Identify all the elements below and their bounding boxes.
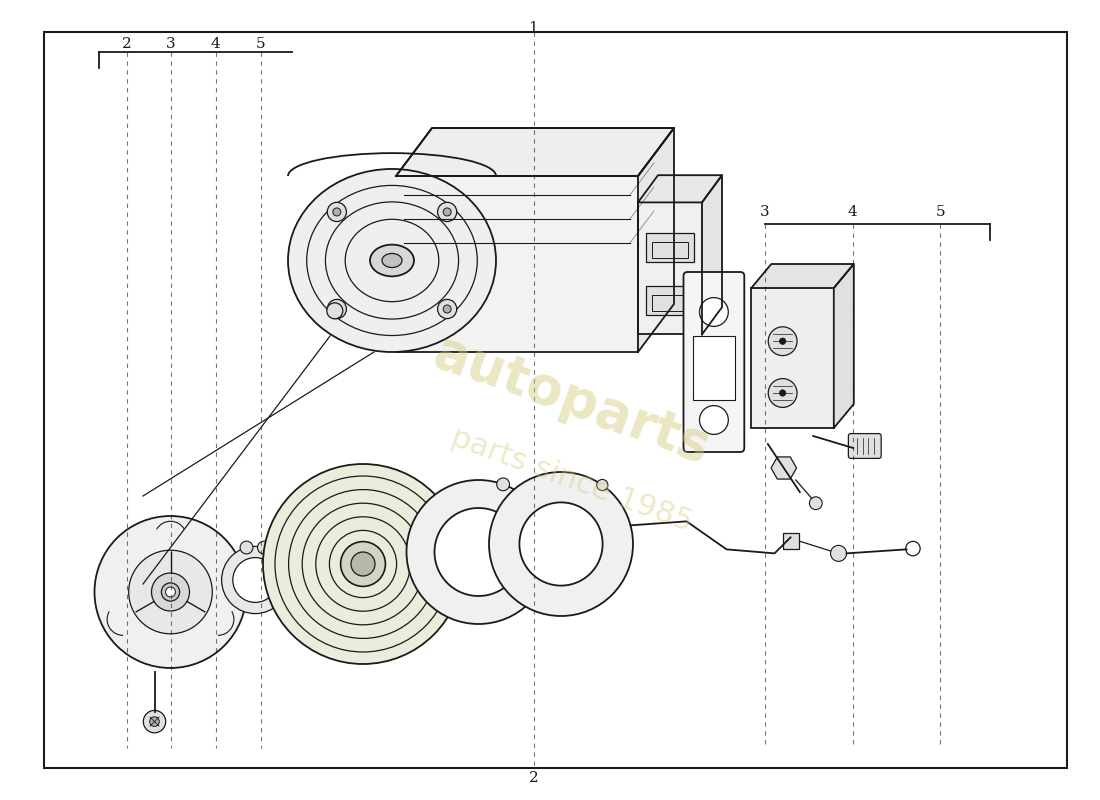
Bar — [782, 534, 799, 550]
Circle shape — [327, 202, 346, 222]
Text: 4: 4 — [848, 205, 857, 219]
Circle shape — [700, 406, 728, 434]
FancyBboxPatch shape — [848, 434, 881, 458]
Ellipse shape — [370, 245, 414, 276]
Text: 2: 2 — [122, 37, 131, 51]
Circle shape — [257, 541, 271, 554]
Circle shape — [490, 472, 632, 616]
Circle shape — [327, 299, 346, 318]
Circle shape — [700, 338, 728, 366]
Bar — [652, 294, 688, 310]
Circle shape — [152, 573, 189, 611]
Text: 3: 3 — [166, 37, 175, 51]
Text: 1: 1 — [529, 21, 538, 35]
Bar — [646, 233, 694, 262]
Bar — [693, 336, 735, 400]
Circle shape — [596, 479, 608, 490]
Circle shape — [768, 378, 798, 407]
Circle shape — [905, 542, 920, 556]
Text: autoparts: autoparts — [427, 326, 717, 474]
Polygon shape — [638, 175, 722, 202]
Text: 5: 5 — [936, 205, 945, 219]
Circle shape — [830, 546, 847, 562]
Circle shape — [434, 508, 522, 596]
Circle shape — [351, 552, 375, 576]
Circle shape — [233, 558, 277, 602]
Circle shape — [166, 587, 175, 597]
Polygon shape — [834, 264, 854, 428]
Ellipse shape — [288, 169, 496, 352]
Circle shape — [263, 464, 463, 664]
Bar — [646, 286, 694, 314]
Bar — [396, 176, 638, 352]
Circle shape — [150, 717, 160, 726]
Circle shape — [443, 208, 451, 216]
Text: parts since 1985: parts since 1985 — [448, 422, 696, 538]
Circle shape — [162, 583, 179, 601]
Circle shape — [341, 542, 385, 586]
Circle shape — [519, 502, 603, 586]
Circle shape — [240, 541, 253, 554]
Polygon shape — [751, 264, 854, 288]
Text: 4: 4 — [211, 37, 220, 51]
Bar — [751, 288, 834, 428]
Circle shape — [438, 202, 456, 222]
Circle shape — [780, 338, 785, 344]
Circle shape — [780, 390, 785, 396]
Circle shape — [333, 208, 341, 216]
Polygon shape — [702, 175, 722, 334]
Bar — [638, 202, 702, 334]
Circle shape — [438, 299, 456, 318]
Circle shape — [95, 516, 246, 668]
Text: 5: 5 — [256, 37, 265, 51]
Polygon shape — [396, 128, 674, 176]
Circle shape — [768, 326, 798, 355]
Circle shape — [221, 546, 289, 614]
Ellipse shape — [382, 254, 402, 267]
Text: 3: 3 — [760, 205, 769, 219]
Circle shape — [333, 305, 341, 313]
Circle shape — [129, 550, 212, 634]
Bar — [652, 242, 688, 258]
Circle shape — [700, 298, 728, 326]
Polygon shape — [638, 128, 674, 352]
Circle shape — [810, 497, 822, 510]
Circle shape — [443, 305, 451, 313]
Circle shape — [407, 480, 550, 624]
Circle shape — [143, 710, 166, 733]
Text: 2: 2 — [529, 770, 538, 785]
Circle shape — [497, 478, 509, 490]
Circle shape — [327, 303, 343, 319]
FancyBboxPatch shape — [683, 272, 745, 452]
